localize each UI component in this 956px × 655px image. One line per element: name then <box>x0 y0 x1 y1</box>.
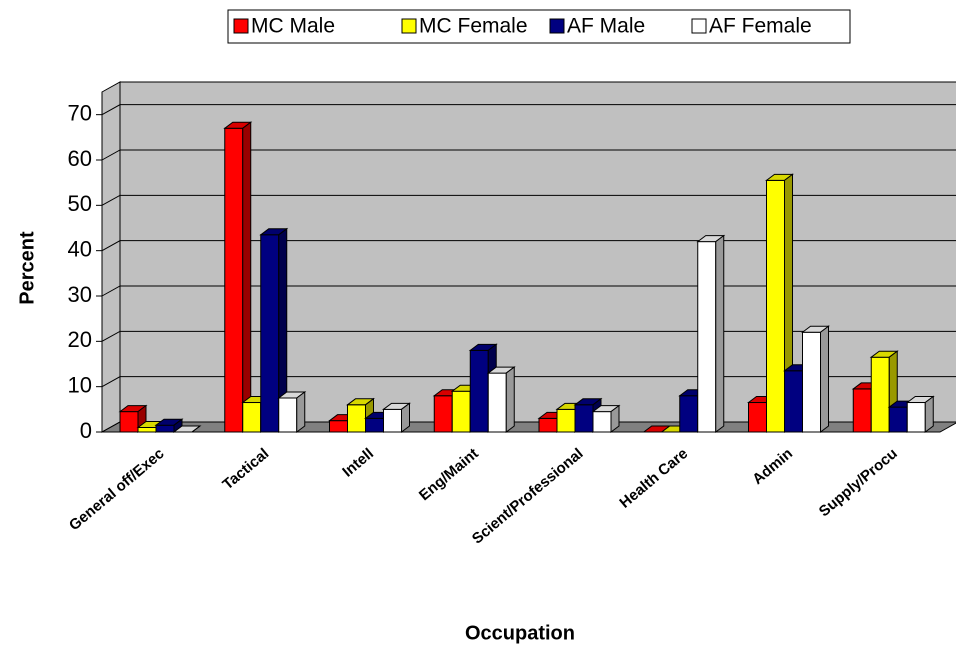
x-tick-label: Tactical <box>219 445 272 493</box>
legend-label: AF Female <box>709 15 812 38</box>
y-tick-label: 70 <box>68 100 92 125</box>
y-tick-label: 10 <box>68 372 92 397</box>
bar-side <box>191 425 201 433</box>
bar-side <box>296 391 306 433</box>
bar <box>766 179 785 433</box>
grid-line <box>101 194 956 206</box>
bar-side <box>924 395 934 433</box>
bar <box>347 404 366 433</box>
y-tick-label: 0 <box>80 418 92 443</box>
grid-line <box>101 330 956 342</box>
bar <box>870 356 890 433</box>
x-tick-label: Scient/Professional <box>469 445 587 548</box>
x-tick-label: Admin <box>749 445 796 488</box>
bar <box>451 390 471 433</box>
grid-line <box>101 240 956 252</box>
legend-swatch <box>401 18 417 34</box>
bar <box>383 408 402 433</box>
bar <box>697 241 717 433</box>
bar <box>137 426 157 433</box>
legend-swatch <box>233 18 249 34</box>
bar <box>329 420 348 433</box>
bar <box>802 331 821 433</box>
legend-label: AF Male <box>567 15 645 38</box>
bar <box>469 349 489 433</box>
y-tick-label: 50 <box>68 191 92 216</box>
side-wall <box>101 81 121 433</box>
bar <box>365 417 384 433</box>
legend-label: MC Male <box>251 15 335 38</box>
x-tick-label: Supply/Procu <box>816 445 901 520</box>
bar <box>433 395 453 433</box>
bar-side <box>820 325 829 433</box>
bar <box>574 404 594 433</box>
bar <box>224 127 244 433</box>
bar <box>748 402 767 433</box>
grid-line <box>101 376 956 388</box>
bar <box>155 424 175 433</box>
grid-line <box>101 149 956 161</box>
bar <box>592 411 612 433</box>
bar <box>556 408 576 433</box>
bar <box>278 397 298 433</box>
bar-side <box>610 404 620 433</box>
bar <box>784 370 803 433</box>
grid-line <box>101 285 956 297</box>
x-tick-label: Eng/Maint <box>416 445 482 504</box>
bar <box>679 395 699 433</box>
grid-line <box>101 104 956 116</box>
bar <box>260 234 280 433</box>
x-tick-label: Intell <box>339 445 377 481</box>
y-axis-title: Percent <box>16 231 38 305</box>
bar <box>119 411 139 433</box>
legend-swatch <box>549 18 565 34</box>
x-tick-label: General off/Exec <box>66 445 168 534</box>
bar <box>538 417 558 433</box>
x-axis-title: Occupation <box>465 622 575 644</box>
bar-side <box>401 402 410 433</box>
y-tick-label: 40 <box>68 236 92 261</box>
bar <box>242 402 262 433</box>
legend-label: MC Female <box>419 15 528 38</box>
y-tick-label: 20 <box>68 327 92 352</box>
y-tick-label: 30 <box>68 282 92 307</box>
legend-swatch <box>691 18 707 34</box>
bar <box>852 388 872 433</box>
bar <box>487 372 507 433</box>
bar <box>906 402 926 433</box>
y-tick-label: 60 <box>68 146 92 171</box>
bar <box>888 406 908 433</box>
legend-box <box>227 9 851 44</box>
bar-side <box>715 234 725 433</box>
bar-side <box>242 121 252 433</box>
x-tick-label: Health Care <box>616 445 691 512</box>
bar-side <box>505 366 515 433</box>
